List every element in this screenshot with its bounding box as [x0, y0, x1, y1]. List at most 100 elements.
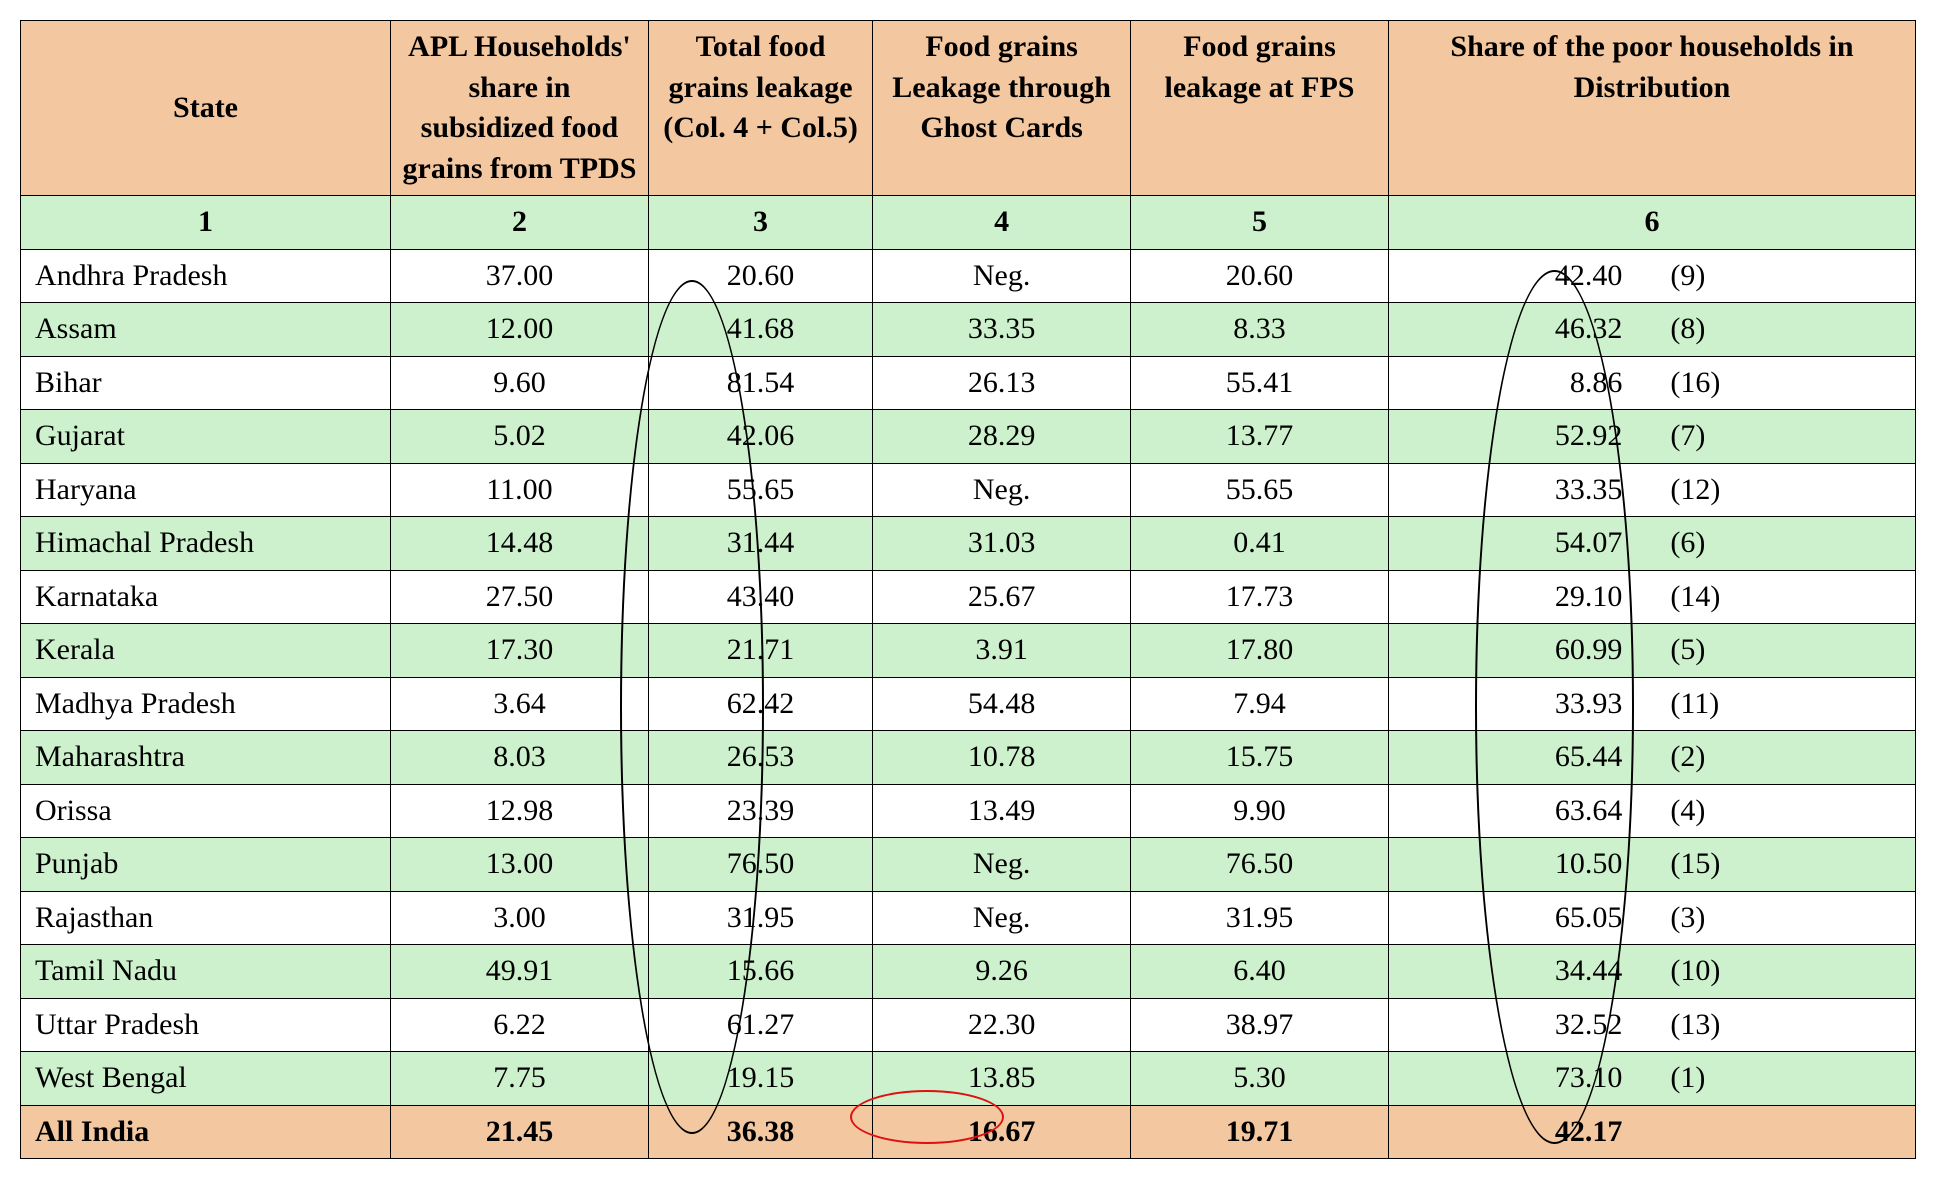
cell-fps: 5.30 [1131, 1052, 1389, 1106]
total-share-rank [1646, 1105, 1915, 1159]
cell-ghost: 3.91 [873, 624, 1131, 678]
table-row: Assam12.0041.6833.358.3346.32(8) [21, 303, 1916, 357]
cell-ghost: Neg. [873, 838, 1131, 892]
cell-apl: 12.00 [391, 303, 649, 357]
cell-ghost: 10.78 [873, 731, 1131, 785]
table-row: Madhya Pradesh3.6462.4254.487.9433.93(11… [21, 677, 1916, 731]
table-row: Andhra Pradesh37.0020.60Neg.20.6042.40(9… [21, 249, 1916, 303]
table-row: Himachal Pradesh14.4831.4431.030.4154.07… [21, 517, 1916, 571]
cell-share-rank: (9) [1646, 249, 1915, 303]
table-row: Haryana11.0055.65Neg.55.6533.35(12) [21, 463, 1916, 517]
colnum-3: 3 [648, 196, 872, 250]
cell-share-val: 63.64 [1388, 784, 1646, 838]
cell-fps: 55.65 [1131, 463, 1389, 517]
cell-apl: 12.98 [391, 784, 649, 838]
cell-share-val: 65.44 [1388, 731, 1646, 785]
cell-total: 21.71 [648, 624, 872, 678]
cell-state: Gujarat [21, 410, 391, 464]
header-apl: APL Households' share in subsidized food… [391, 21, 649, 196]
table-row: West Bengal7.7519.1513.855.3073.10(1) [21, 1052, 1916, 1106]
cell-apl: 49.91 [391, 945, 649, 999]
cell-apl: 14.48 [391, 517, 649, 571]
cell-apl: 27.50 [391, 570, 649, 624]
cell-share-val: 29.10 [1388, 570, 1646, 624]
cell-total: 61.27 [648, 998, 872, 1052]
cell-fps: 8.33 [1131, 303, 1389, 357]
total-row: All India21.4536.3816.6719.7142.17 [21, 1105, 1916, 1159]
header-state: State [21, 21, 391, 196]
cell-share-val: 60.99 [1388, 624, 1646, 678]
cell-state: Andhra Pradesh [21, 249, 391, 303]
cell-state: Orissa [21, 784, 391, 838]
table-row: Bihar9.6081.5426.1355.418.86(16) [21, 356, 1916, 410]
cell-share-rank: (8) [1646, 303, 1915, 357]
cell-total: 81.54 [648, 356, 872, 410]
cell-total: 41.68 [648, 303, 872, 357]
colnum-6: 6 [1388, 196, 1915, 250]
cell-share-rank: (11) [1646, 677, 1915, 731]
cell-total: 19.15 [648, 1052, 872, 1106]
cell-total: 76.50 [648, 838, 872, 892]
colnum-4: 4 [873, 196, 1131, 250]
table-row: Kerala17.3021.713.9117.8060.99(5) [21, 624, 1916, 678]
total-fps: 19.71 [1131, 1105, 1389, 1159]
total-apl: 21.45 [391, 1105, 649, 1159]
table-row: Gujarat5.0242.0628.2913.7752.92(7) [21, 410, 1916, 464]
cell-fps: 7.94 [1131, 677, 1389, 731]
header-fps: Food grains leakage at FPS [1131, 21, 1389, 196]
cell-apl: 7.75 [391, 1052, 649, 1106]
cell-fps: 20.60 [1131, 249, 1389, 303]
colnum-2: 2 [391, 196, 649, 250]
cell-state: Uttar Pradesh [21, 998, 391, 1052]
table-row: Punjab13.0076.50Neg.76.5010.50(15) [21, 838, 1916, 892]
cell-ghost: 13.85 [873, 1052, 1131, 1106]
cell-share-rank: (1) [1646, 1052, 1915, 1106]
cell-state: Maharashtra [21, 731, 391, 785]
cell-share-val: 46.32 [1388, 303, 1646, 357]
cell-state: Rajasthan [21, 891, 391, 945]
total-state: All India [21, 1105, 391, 1159]
cell-share-rank: (4) [1646, 784, 1915, 838]
cell-share-rank: (12) [1646, 463, 1915, 517]
cell-state: West Bengal [21, 1052, 391, 1106]
cell-total: 42.06 [648, 410, 872, 464]
total-ghost: 16.67 [873, 1105, 1131, 1159]
cell-share-val: 32.52 [1388, 998, 1646, 1052]
cell-total: 31.44 [648, 517, 872, 571]
cell-share-val: 54.07 [1388, 517, 1646, 571]
table-row: Tamil Nadu49.9115.669.266.4034.44(10) [21, 945, 1916, 999]
header-share: Share of the poor households in Distribu… [1388, 21, 1915, 196]
cell-apl: 9.60 [391, 356, 649, 410]
table-wrapper: State APL Households' share in subsidize… [20, 20, 1916, 1159]
colnum-1: 1 [21, 196, 391, 250]
cell-ghost: Neg. [873, 891, 1131, 945]
header-ghost: Food grains Leakage through Ghost Cards [873, 21, 1131, 196]
cell-fps: 17.73 [1131, 570, 1389, 624]
cell-total: 62.42 [648, 677, 872, 731]
total-share-val: 42.17 [1388, 1105, 1646, 1159]
cell-fps: 9.90 [1131, 784, 1389, 838]
cell-share-rank: (6) [1646, 517, 1915, 571]
cell-apl: 8.03 [391, 731, 649, 785]
cell-share-rank: (10) [1646, 945, 1915, 999]
cell-state: Haryana [21, 463, 391, 517]
table-row: Orissa12.9823.3913.499.9063.64(4) [21, 784, 1916, 838]
cell-fps: 38.97 [1131, 998, 1389, 1052]
cell-ghost: 28.29 [873, 410, 1131, 464]
cell-share-val: 34.44 [1388, 945, 1646, 999]
cell-total: 23.39 [648, 784, 872, 838]
cell-share-rank: (13) [1646, 998, 1915, 1052]
tpds-table: State APL Households' share in subsidize… [20, 20, 1916, 1159]
cell-share-rank: (7) [1646, 410, 1915, 464]
cell-ghost: 33.35 [873, 303, 1131, 357]
cell-total: 31.95 [648, 891, 872, 945]
cell-share-rank: (16) [1646, 356, 1915, 410]
cell-apl: 6.22 [391, 998, 649, 1052]
cell-share-val: 33.93 [1388, 677, 1646, 731]
cell-share-rank: (15) [1646, 838, 1915, 892]
cell-fps: 17.80 [1131, 624, 1389, 678]
cell-state: Assam [21, 303, 391, 357]
cell-state: Punjab [21, 838, 391, 892]
cell-ghost: 25.67 [873, 570, 1131, 624]
table-body: Andhra Pradesh37.0020.60Neg.20.6042.40(9… [21, 249, 1916, 1159]
